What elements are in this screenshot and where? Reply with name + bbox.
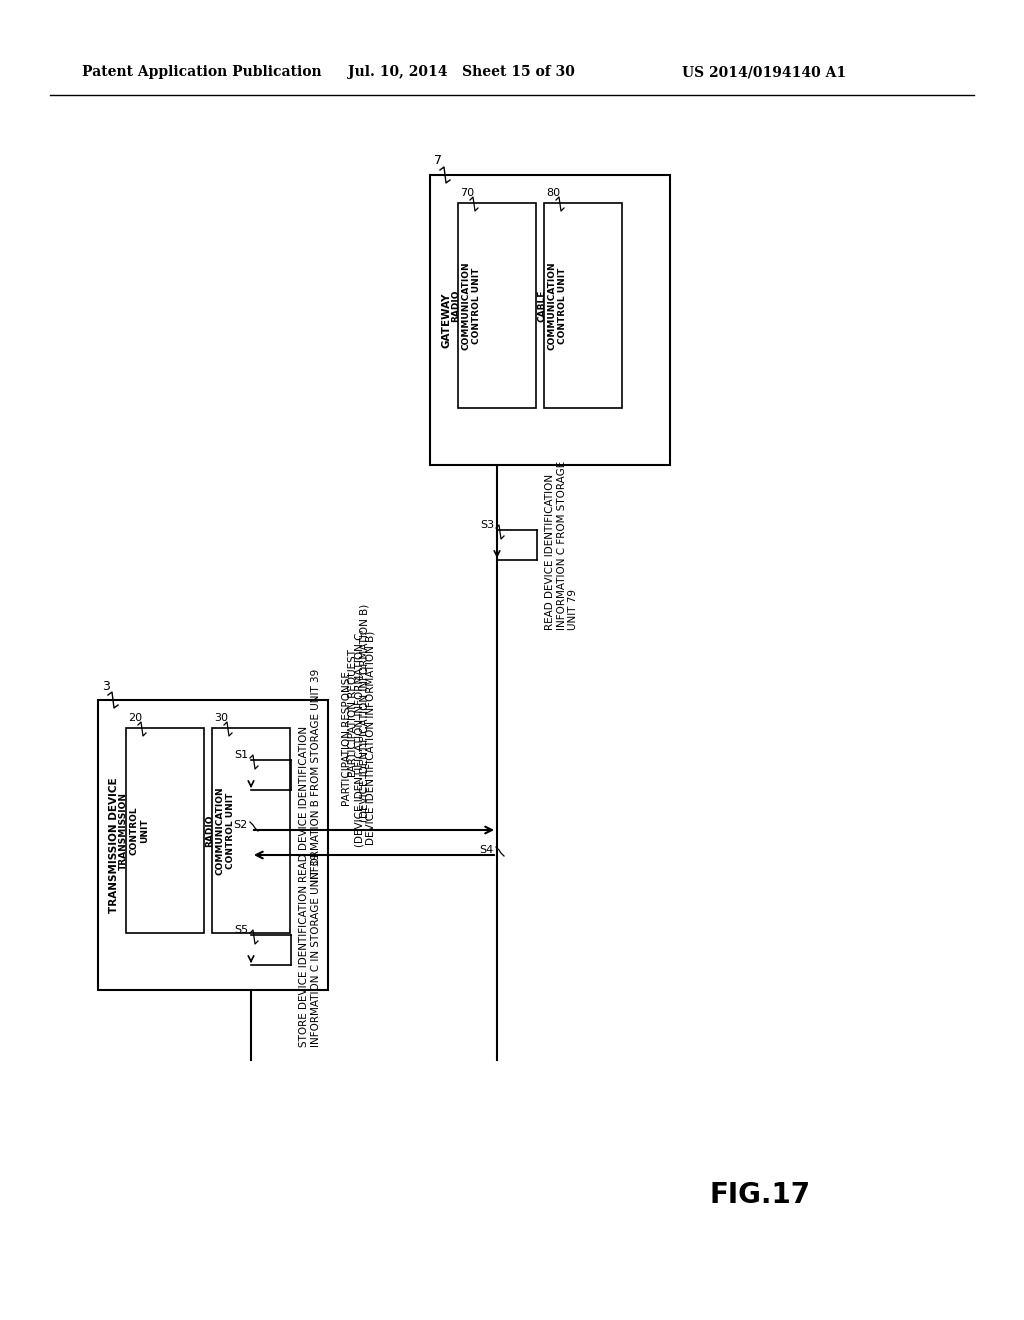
Bar [212, 729, 290, 933]
Text: READ DEVICE IDENTIFICATION
INFORMATION B FROM STORAGE UNIT 39: READ DEVICE IDENTIFICATION INFORMATION B… [299, 668, 321, 882]
Text: CABLE
COMMUNICATION
CONTROL UNIT: CABLE COMMUNICATION CONTROL UNIT [538, 261, 567, 350]
Text: READ DEVICE IDENTIFICATION
INFORMATION C FROM STORAGE
UNIT 79: READ DEVICE IDENTIFICATION INFORMATION C… [545, 461, 579, 630]
Text: PARTICIPATION REQUEST
(DEVICE IDENTIFICATION INFORMATION B): PARTICIPATION REQUEST (DEVICE IDENTIFICA… [348, 603, 370, 822]
Text: 70: 70 [460, 187, 474, 198]
Text: S2: S2 [233, 820, 248, 830]
Text: TRANSMISSION
CONTROL
UNIT: TRANSMISSION CONTROL UNIT [119, 792, 148, 870]
Text: 30: 30 [214, 713, 228, 723]
Bar [126, 729, 204, 933]
Bar [98, 700, 328, 990]
Text: FIG.17: FIG.17 [710, 1181, 811, 1209]
Text: STORE DEVICE IDENTIFICATION
INFORMATION C IN STORAGE UNIT 39: STORE DEVICE IDENTIFICATION INFORMATION … [299, 853, 321, 1047]
Text: TRANSMISSION DEVICE: TRANSMISSION DEVICE [109, 777, 119, 913]
Text: US 2014/0194140 A1: US 2014/0194140 A1 [682, 65, 846, 79]
Text: PARTICIPATION RESPONSE
(DEVICE IDENTIFICATION INFORMATION C,
DEVICE IDENTIFICATI: PARTICIPATION RESPONSE (DEVICE IDENTIFIC… [342, 630, 376, 847]
Text: 80: 80 [546, 187, 560, 198]
Text: 3: 3 [102, 680, 110, 693]
Text: 7: 7 [434, 154, 442, 168]
Text: S3: S3 [480, 520, 494, 531]
Text: S4: S4 [480, 845, 494, 855]
Bar [458, 203, 536, 408]
Text: S5: S5 [233, 925, 248, 935]
Text: Jul. 10, 2014   Sheet 15 of 30: Jul. 10, 2014 Sheet 15 of 30 [348, 65, 574, 79]
Text: Patent Application Publication: Patent Application Publication [82, 65, 322, 79]
Text: RADIO
COMMUNICATION
CONTROL UNIT: RADIO COMMUNICATION CONTROL UNIT [205, 787, 234, 875]
Bar [430, 176, 670, 465]
Text: RADIO
COMMUNICATION
CONTROL UNIT: RADIO COMMUNICATION CONTROL UNIT [452, 261, 481, 350]
Bar [544, 203, 622, 408]
Text: 20: 20 [128, 713, 142, 723]
Text: GATEWAY: GATEWAY [441, 292, 451, 347]
Text: S1: S1 [233, 750, 248, 760]
